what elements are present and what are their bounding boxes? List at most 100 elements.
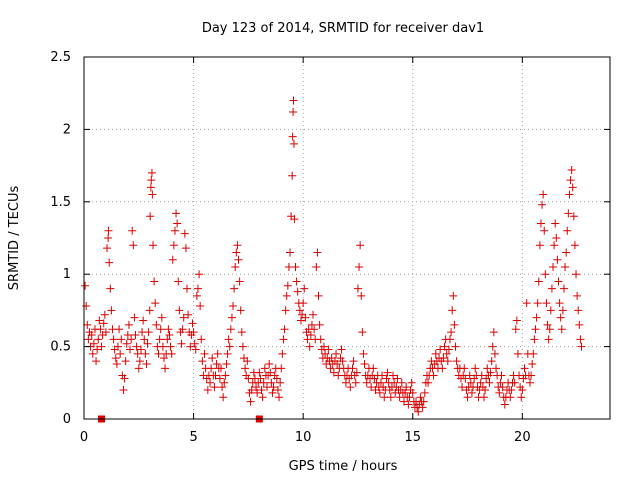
data-point [147, 168, 156, 177]
data-point [121, 357, 130, 366]
data-point [216, 364, 225, 373]
data-point [351, 378, 360, 387]
data-point [378, 371, 387, 380]
data-point [570, 241, 579, 250]
data-point [203, 386, 212, 395]
data-point [276, 378, 285, 387]
data-point [490, 349, 499, 358]
data-point [324, 345, 333, 354]
data-point [424, 378, 433, 387]
data-point [84, 335, 93, 344]
data-point [159, 354, 168, 363]
x-tick-label: 5 [189, 430, 197, 445]
data-point [532, 313, 541, 322]
data-point [164, 325, 173, 334]
data-point [275, 393, 284, 402]
data-point [131, 331, 140, 340]
data-point [224, 335, 233, 344]
data-point [170, 226, 179, 235]
data-point [314, 291, 323, 300]
data-point [563, 226, 572, 235]
data-point [414, 407, 423, 416]
data-point [528, 359, 537, 368]
y-tick-label: 2.5 [50, 50, 71, 65]
data-point [258, 393, 267, 402]
data-point [147, 176, 156, 185]
data-point [510, 378, 519, 387]
data-point [561, 262, 570, 271]
data-point [338, 357, 347, 366]
data-point [511, 325, 520, 334]
data-point [305, 342, 314, 351]
data-point [300, 284, 309, 293]
data-point [174, 277, 183, 286]
data-point [526, 378, 535, 387]
data-point [255, 368, 264, 377]
data-point [390, 378, 399, 387]
data-point [206, 378, 215, 387]
data-point [290, 215, 299, 224]
data-point [219, 393, 228, 402]
data-point [221, 371, 230, 380]
data-point [223, 349, 232, 358]
data-point [375, 388, 384, 397]
data-point [178, 325, 187, 334]
data-point [306, 331, 315, 340]
data-point [359, 349, 368, 358]
data-point [196, 302, 205, 311]
data-point [81, 281, 90, 290]
data-point [278, 349, 287, 358]
data-point [539, 190, 548, 199]
data-point [382, 374, 391, 383]
data-point [283, 281, 292, 290]
data-point [531, 325, 540, 334]
data-point [393, 374, 402, 383]
data-point [557, 325, 566, 334]
data-point [127, 335, 136, 344]
data-point [225, 342, 234, 351]
data-point [279, 335, 288, 344]
data-point [492, 364, 501, 373]
data-point [226, 325, 235, 334]
data-point [292, 277, 301, 286]
data-point [572, 270, 581, 279]
data-point [139, 316, 148, 325]
data-point [115, 325, 124, 334]
data-point [450, 320, 459, 329]
y-tick-label: 1.5 [50, 195, 71, 210]
data-point [498, 383, 507, 392]
data-point [208, 354, 217, 363]
data-point [543, 320, 552, 329]
data-point [559, 284, 568, 293]
data-point [113, 342, 122, 351]
data-point [554, 277, 563, 286]
data-point [83, 320, 92, 329]
data-point [135, 357, 144, 366]
data-point [443, 357, 452, 366]
data-point [568, 183, 577, 192]
data-point [289, 96, 298, 105]
data-point [120, 374, 129, 383]
data-point [156, 325, 165, 334]
data-point [273, 386, 282, 395]
data-point [289, 108, 298, 117]
data-point [140, 335, 149, 344]
data-point [96, 325, 105, 334]
data-point [449, 291, 458, 300]
data-point [166, 342, 175, 351]
data-point [310, 325, 319, 334]
data-point [184, 310, 193, 319]
data-point [183, 284, 192, 293]
data-point [213, 349, 222, 358]
data-point [126, 345, 135, 354]
data-point [564, 209, 573, 218]
data-point [500, 400, 509, 409]
data-point [88, 349, 97, 358]
data-point [277, 364, 286, 373]
data-point [466, 378, 475, 387]
data-point [151, 299, 160, 308]
data-point [280, 325, 289, 334]
data-point [517, 393, 526, 402]
data-point [122, 339, 131, 348]
